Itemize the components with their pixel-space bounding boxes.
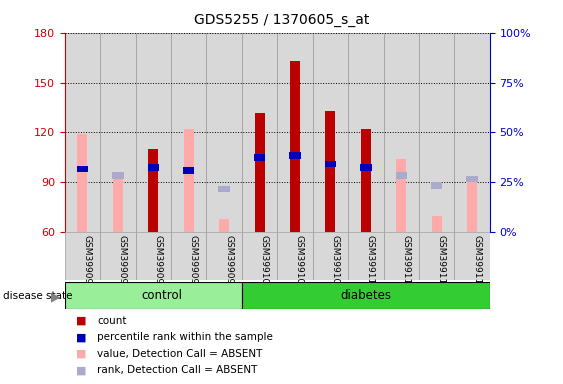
Text: GSM399093: GSM399093 [118, 235, 127, 290]
Bar [100, 33, 136, 232]
Bar [289, 152, 301, 159]
Bar [148, 164, 159, 171]
FancyBboxPatch shape [419, 232, 454, 280]
Text: ■: ■ [76, 316, 87, 326]
Bar [112, 172, 123, 179]
Bar [242, 282, 490, 309]
Bar [254, 154, 265, 161]
Text: GSM399096: GSM399096 [153, 235, 162, 290]
Bar [148, 149, 158, 232]
Bar [396, 172, 407, 179]
Bar [325, 111, 336, 232]
FancyBboxPatch shape [383, 232, 419, 280]
Bar [454, 33, 490, 232]
Text: ■: ■ [76, 332, 87, 342]
Text: GSM399112: GSM399112 [366, 235, 375, 290]
Text: GSM399102: GSM399102 [260, 235, 269, 290]
Bar [361, 129, 371, 232]
FancyBboxPatch shape [454, 232, 490, 280]
Bar [219, 219, 229, 232]
Text: count: count [97, 316, 127, 326]
Text: disease state: disease state [3, 291, 72, 301]
Text: percentile rank within the sample: percentile rank within the sample [97, 332, 273, 342]
Bar [65, 33, 100, 232]
FancyBboxPatch shape [278, 232, 312, 280]
Bar [113, 177, 123, 232]
Bar [432, 216, 441, 232]
Text: ■: ■ [76, 365, 87, 375]
Bar [466, 176, 478, 182]
FancyBboxPatch shape [207, 232, 242, 280]
Bar [65, 282, 242, 309]
Bar [383, 33, 419, 232]
FancyBboxPatch shape [171, 232, 207, 280]
FancyBboxPatch shape [348, 232, 383, 280]
Text: GSM399116: GSM399116 [472, 235, 481, 290]
Bar [242, 33, 277, 232]
Text: GSM399109: GSM399109 [330, 235, 339, 290]
Text: GSM399098: GSM399098 [189, 235, 198, 290]
Bar [290, 61, 300, 232]
Bar [348, 33, 383, 232]
Bar [184, 129, 194, 232]
Text: GSM399114: GSM399114 [401, 235, 410, 290]
Text: ■: ■ [76, 349, 87, 359]
FancyBboxPatch shape [100, 232, 136, 280]
Bar [148, 177, 158, 232]
Text: value, Detection Call = ABSENT: value, Detection Call = ABSENT [97, 349, 263, 359]
Bar [171, 33, 207, 232]
Text: GSM399104: GSM399104 [295, 235, 304, 290]
Text: diabetes: diabetes [340, 289, 391, 302]
Bar [325, 161, 336, 167]
Bar [77, 166, 88, 172]
FancyBboxPatch shape [312, 232, 348, 280]
FancyBboxPatch shape [242, 232, 278, 280]
FancyBboxPatch shape [65, 232, 100, 280]
Bar [467, 176, 477, 232]
Bar [312, 33, 348, 232]
Text: GDS5255 / 1370605_s_at: GDS5255 / 1370605_s_at [194, 13, 369, 27]
FancyBboxPatch shape [136, 232, 171, 280]
Bar [278, 33, 312, 232]
Bar [78, 134, 87, 232]
Bar [419, 33, 454, 232]
Text: GSM399115: GSM399115 [437, 235, 446, 290]
Text: rank, Detection Call = ABSENT: rank, Detection Call = ABSENT [97, 365, 258, 375]
Text: ▶: ▶ [51, 290, 61, 303]
Bar [183, 167, 194, 174]
Text: GSM399092: GSM399092 [82, 235, 91, 290]
Bar [396, 159, 406, 232]
Text: GSM399099: GSM399099 [224, 235, 233, 290]
Text: control: control [142, 289, 182, 302]
Bar [360, 164, 372, 171]
Bar [290, 162, 300, 232]
Bar [254, 113, 265, 232]
Bar [207, 33, 242, 232]
Bar [431, 182, 443, 189]
Bar [136, 33, 171, 232]
Bar [218, 186, 230, 192]
